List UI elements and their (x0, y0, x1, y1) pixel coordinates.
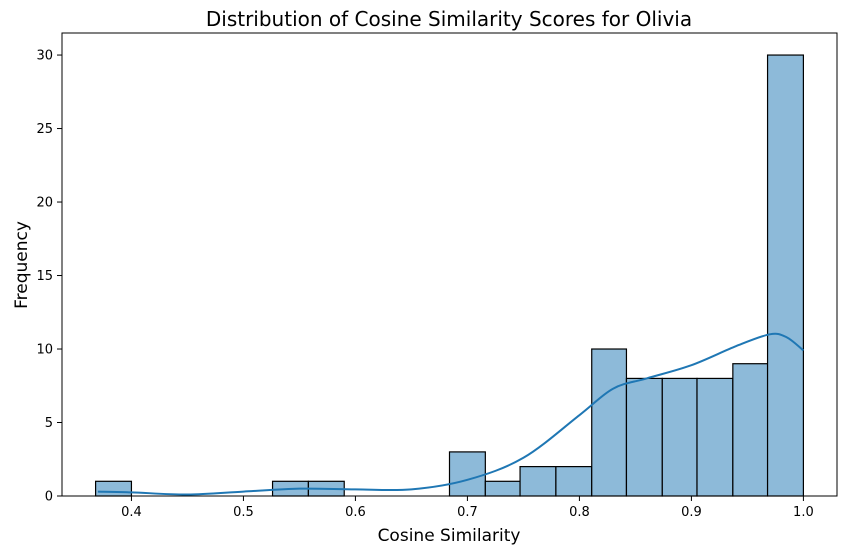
y-axis: 0 5 10 15 20 25 30 (36, 49, 62, 505)
histogram-bar (696, 377, 734, 497)
histogram-bar (732, 363, 769, 497)
x-tick-label: 0.6 (345, 505, 366, 520)
y-tick-label: 10 (36, 343, 53, 358)
x-axis: 0.4 0.5 0.6 0.7 0.8 0.9 1.0 (121, 496, 814, 520)
histogram-bar (766, 54, 805, 497)
histogram-bar (448, 451, 486, 497)
histogram-bar (661, 377, 698, 497)
x-tick-label: 1.0 (793, 505, 814, 520)
y-tick-label: 20 (36, 196, 53, 211)
x-tick-label: 0.9 (681, 505, 702, 520)
y-tick-label: 15 (36, 269, 53, 284)
x-tick-label: 0.5 (233, 505, 254, 520)
x-axis-label: Cosine Similarity (378, 526, 521, 546)
histogram-bar (625, 377, 663, 497)
kde-curve (97, 332, 805, 496)
histogram-bar (94, 480, 133, 497)
plot-frame (61, 32, 838, 497)
bars-layer (94, 54, 805, 497)
x-tick-label: 0.4 (121, 505, 142, 520)
y-tick-label: 5 (45, 416, 53, 431)
histogram-bar (519, 466, 557, 497)
y-tick-label: 30 (36, 49, 53, 64)
y-axis-label: Frequency (12, 221, 32, 309)
histogram-bar (555, 466, 593, 497)
x-tick-label: 0.7 (457, 505, 478, 520)
histogram-bar (591, 348, 628, 497)
y-tick-label: 0 (45, 490, 53, 505)
chart-title: Distribution of Cosine Similarity Scores… (206, 7, 692, 31)
x-tick-label: 0.8 (569, 505, 590, 520)
histogram-bar (484, 480, 521, 497)
y-tick-label: 25 (36, 122, 53, 137)
